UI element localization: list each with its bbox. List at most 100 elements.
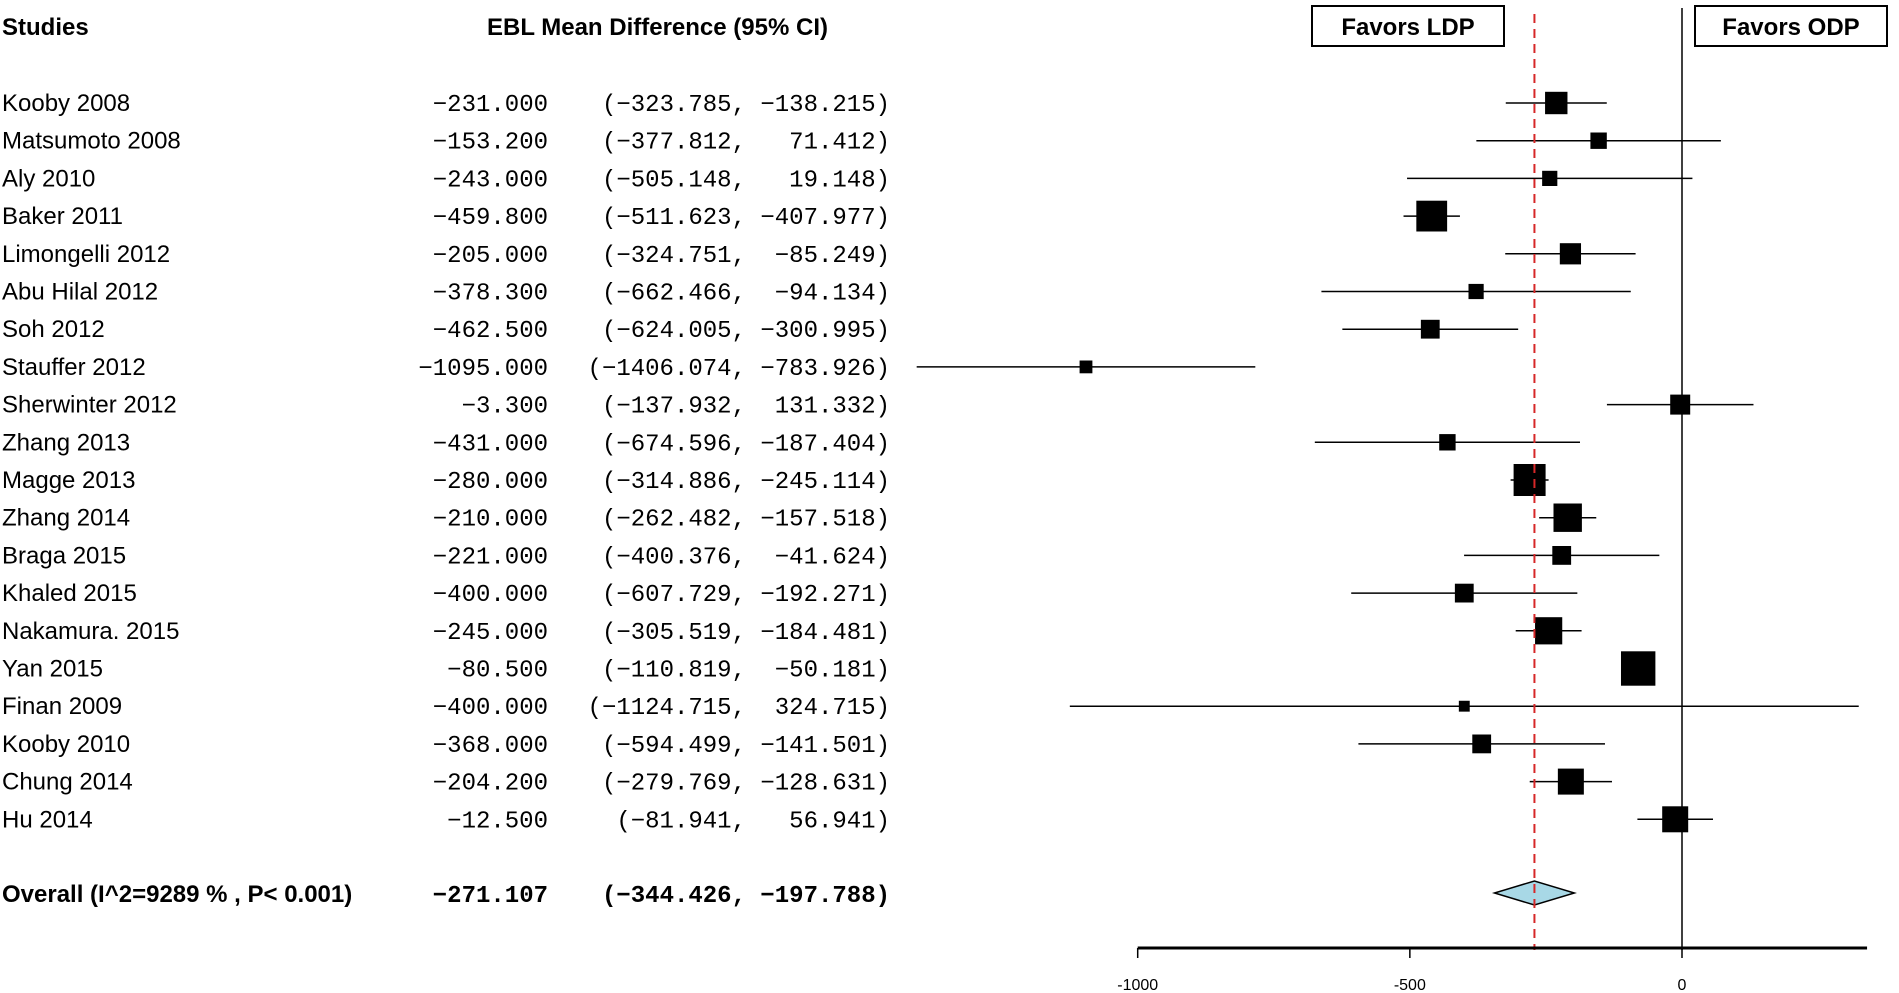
study-ci: (−314.886, −245.114) — [602, 469, 890, 496]
study-estimate: −12.500 — [447, 808, 548, 835]
study-ci: (−81.941, 56.941) — [616, 808, 890, 835]
study-name: Khaled 2015 — [2, 580, 137, 607]
overall-row: Overall (I^2=9289 % , P< 0.001) −271.107 (… — [2, 881, 890, 910]
study-row: Chung 2014 −204.200 (−279.769, −128.631) — [2, 769, 890, 798]
study-row: Aly 2010 −243.000 (−505.148, 19.148) — [2, 165, 890, 194]
study-estimate: −462.500 — [433, 318, 548, 345]
point-estimate-square — [1535, 617, 1563, 645]
study-name: Nakamura. 2015 — [2, 618, 179, 645]
study-estimate: −221.000 — [433, 544, 548, 571]
study-estimate: −245.000 — [433, 620, 548, 647]
effect-header: EBL Mean Difference (95% CI) — [487, 14, 828, 41]
study-row: Finan 2009 −400.000 (−1124.715, 324.715) — [2, 693, 890, 722]
point-estimate-square — [1590, 132, 1607, 149]
study-row: Matsumoto 2008 −153.200 (−377.812, 71.412) — [2, 128, 890, 157]
point-estimate-square — [1542, 170, 1558, 186]
point-estimate-square — [1454, 583, 1474, 603]
study-name: Kooby 2010 — [2, 731, 130, 758]
point-estimate-square — [1458, 700, 1470, 712]
point-estimate-square — [1468, 283, 1484, 300]
study-name: Limongelli 2012 — [2, 241, 170, 268]
study-ci: (−624.005, −300.995) — [602, 318, 890, 345]
study-ci: (−1406.074, −783.926) — [588, 356, 890, 383]
study-ci: (−662.466, −94.134) — [602, 281, 890, 308]
point-estimate-square — [1557, 768, 1584, 795]
study-estimate: −231.000 — [433, 92, 548, 119]
favors-right-label: Favors ODP — [1722, 14, 1859, 41]
study-estimate: −400.000 — [433, 582, 548, 609]
study-estimate: −378.300 — [433, 281, 548, 308]
study-estimate: −459.800 — [433, 205, 548, 232]
study-ci: (−324.751, −85.249) — [602, 243, 890, 270]
study-name: Magge 2013 — [2, 467, 135, 494]
point-estimate-square — [1553, 503, 1582, 532]
point-estimate-square — [1670, 394, 1691, 415]
study-row: Stauffer 2012 −1095.000 (−1406.074, −783.9… — [2, 354, 890, 383]
study-name: Yan 2015 — [2, 656, 103, 683]
study-estimate: −205.000 — [433, 243, 548, 270]
study-row: Braga 2015 −221.000 (−400.376, −41.624) — [2, 542, 890, 571]
study-row: Limongelli 2012 −205.000 (−324.751, −85.24… — [2, 241, 890, 270]
study-row: Sherwinter 2012 −3.300 (−137.932, 131.332) — [2, 392, 890, 421]
study-name: Matsumoto 2008 — [2, 128, 181, 155]
study-ci: (−400.376, −41.624) — [602, 544, 890, 571]
point-estimate-square — [1620, 651, 1656, 686]
study-ci: (−137.932, 131.332) — [602, 394, 890, 421]
study-name: Finan 2009 — [2, 693, 122, 720]
study-row: Kooby 2010 −368.000 (−594.499, −141.501) — [2, 731, 890, 760]
study-name: Abu Hilal 2012 — [2, 279, 158, 306]
study-ci: (−511.623, −407.977) — [602, 205, 890, 232]
study-estimate: −368.000 — [433, 733, 548, 760]
study-estimate: −204.200 — [433, 771, 548, 798]
study-estimate: −153.200 — [433, 130, 548, 157]
point-estimate-square — [1439, 434, 1456, 451]
study-name: Zhang 2013 — [2, 429, 130, 456]
study-name: Baker 2011 — [2, 203, 123, 230]
point-estimate-square — [1420, 319, 1440, 339]
study-row: Kooby 2008 −231.000 (−323.785, −138.215) — [2, 90, 890, 119]
study-estimate: −280.000 — [433, 469, 548, 496]
study-estimate: −80.500 — [447, 658, 548, 685]
study-row: Zhang 2014 −210.000 (−262.482, −157.518) — [2, 505, 890, 534]
study-name: Kooby 2008 — [2, 90, 130, 117]
study-estimate: −431.000 — [433, 431, 548, 458]
point-estimate-square — [1416, 200, 1448, 232]
study-name: Soh 2012 — [2, 316, 105, 343]
favors-boxes: Favors LDP Favors ODP — [1311, 5, 1888, 47]
point-estimate-square — [1559, 243, 1582, 265]
favors-left-label: Favors LDP — [1341, 14, 1474, 41]
study-row: Yan 2015 −80.500 (−110.819, −50.181) — [2, 656, 890, 685]
study-name: Stauffer 2012 — [2, 354, 146, 381]
study-ci: (−262.482, −157.518) — [602, 507, 890, 534]
point-estimate-square — [1552, 546, 1572, 565]
study-row: Zhang 2013 −431.000 (−674.596, −187.404) — [2, 429, 890, 458]
overall-label: Overall (I^2=9289 % , P< 0.001) — [2, 881, 352, 908]
point-estimate-square — [1472, 734, 1492, 754]
study-ci: (−305.519, −184.481) — [602, 620, 890, 647]
study-ci: (−323.785, −138.215) — [602, 92, 890, 119]
study-estimate: −1095.000 — [418, 356, 548, 383]
study-ci: (−110.819, −50.181) — [602, 658, 890, 685]
x-tick-label: -1000 — [1117, 977, 1158, 993]
study-rows: Kooby 2008 −231.000 (−323.785, −138.215) Ma… — [2, 90, 890, 910]
study-row: Magge 2013 −280.000 (−314.886, −245.114) — [2, 467, 890, 496]
study-ci: (−594.499, −141.501) — [602, 733, 890, 760]
study-name: Aly 2010 — [2, 165, 95, 192]
study-row: Hu 2014 −12.500 (−81.941, 56.941) — [2, 806, 890, 835]
study-estimate: −210.000 — [433, 507, 548, 534]
study-name: Chung 2014 — [2, 769, 133, 796]
studies-header: Studies — [2, 14, 89, 41]
overall-ci: (−344.426, −197.788) — [602, 883, 890, 910]
study-ci: (−377.812, 71.412) — [602, 130, 890, 157]
study-name: Hu 2014 — [2, 806, 93, 833]
study-row: Khaled 2015 −400.000 (−607.729, −192.271) — [2, 580, 890, 609]
favors-right-box — [1694, 5, 1888, 47]
study-ci: (−505.148, 19.148) — [602, 167, 890, 194]
plot-area: -1000 -500 0 — [916, 8, 1868, 993]
study-ci: (−607.729, −192.271) — [602, 582, 890, 609]
study-estimate: −400.000 — [433, 695, 548, 722]
study-estimate: −3.300 — [462, 394, 548, 421]
point-estimate-square — [1513, 464, 1546, 496]
study-ci: (−674.596, −187.404) — [602, 431, 890, 458]
